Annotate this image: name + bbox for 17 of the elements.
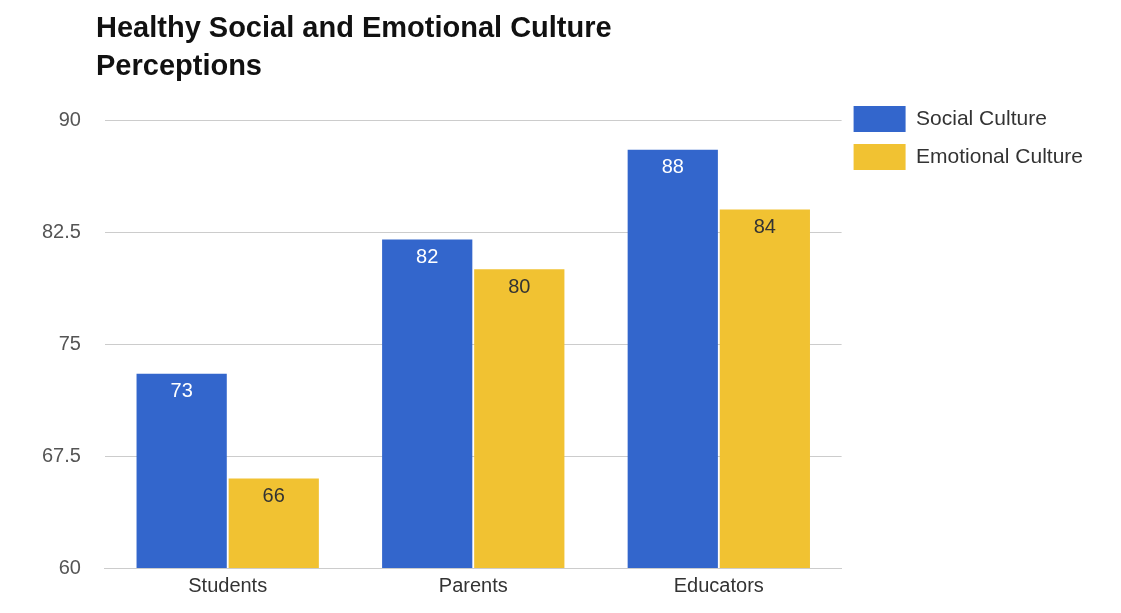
y-tick-label: 90: [58, 107, 81, 130]
y-tick-label: 82.5: [41, 219, 81, 242]
x-tick-label: Educators: [673, 573, 764, 596]
data-label: 66: [262, 483, 285, 506]
y-tick-label: 75: [58, 331, 81, 354]
data-label: 88: [661, 155, 684, 178]
data-label: 80: [508, 274, 531, 297]
x-tick-label: Parents: [438, 573, 508, 596]
data-label: 84: [753, 215, 776, 238]
data-label: 73: [170, 379, 193, 402]
y-tick-label: 67.5: [41, 443, 81, 466]
chart-title: Healthy Social and Emotional Culture Perceptions: [96, 10, 613, 83]
data-label: 82: [416, 244, 439, 267]
legend-label: Social Culture: [916, 105, 1047, 129]
legend-label: Emotional Culture: [916, 143, 1084, 167]
y-tick-label: 60: [58, 555, 81, 578]
x-tick-label: Students: [188, 573, 268, 596]
